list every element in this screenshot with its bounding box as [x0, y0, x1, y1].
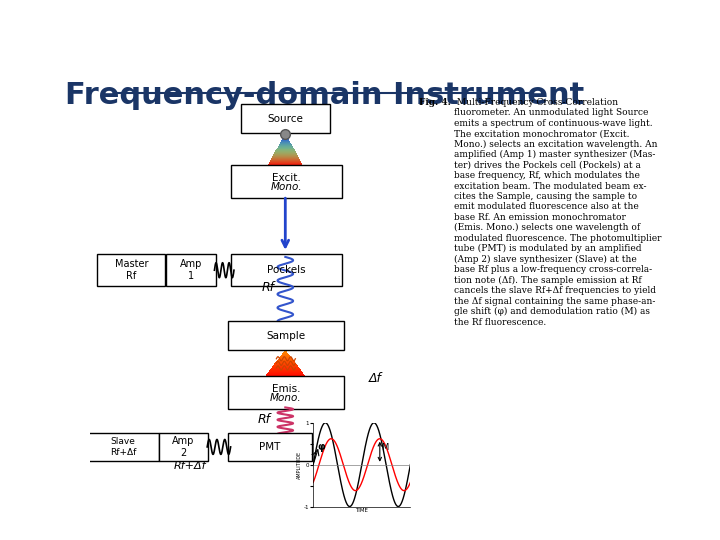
Bar [271, 158, 300, 159]
Bar [279, 145, 292, 146]
Bar [268, 372, 302, 373]
Bar [271, 368, 300, 369]
Text: Mono.: Mono. [271, 182, 302, 192]
Bar [283, 136, 287, 137]
Bar [272, 366, 298, 367]
Bar [266, 375, 305, 376]
FancyBboxPatch shape [231, 254, 342, 286]
Text: Δf: Δf [369, 372, 382, 384]
Bar [277, 360, 293, 361]
Bar [273, 365, 297, 366]
Bar [274, 154, 297, 156]
Bar [274, 363, 296, 364]
Bar [281, 355, 289, 356]
FancyBboxPatch shape [231, 165, 342, 198]
Bar [285, 133, 286, 134]
Text: Slave
Rf+Δf: Slave Rf+Δf [109, 437, 136, 457]
Bar [284, 351, 287, 352]
Bar [276, 361, 294, 362]
Bar [269, 370, 301, 371]
Bar [268, 165, 303, 166]
FancyBboxPatch shape [87, 433, 158, 461]
Text: Emis.: Emis. [271, 384, 300, 394]
Bar [280, 142, 290, 143]
Bar [283, 352, 287, 353]
Bar [282, 138, 289, 139]
Text: Rf: Rf [262, 281, 275, 294]
Bar [283, 137, 288, 138]
Text: Excit.: Excit. [272, 173, 301, 183]
Bar [272, 157, 299, 158]
Y-axis label: AMPLITUDE: AMPLITUDE [297, 450, 302, 479]
Bar [278, 359, 292, 360]
Text: Δf: Δf [312, 447, 323, 457]
FancyBboxPatch shape [228, 433, 312, 461]
Bar [281, 140, 289, 141]
Bar [277, 146, 293, 147]
Bar [274, 364, 297, 365]
Bar [269, 371, 302, 372]
FancyBboxPatch shape [240, 104, 330, 133]
Bar [274, 152, 296, 153]
Bar [282, 354, 289, 355]
Text: Source: Source [267, 114, 303, 124]
Bar [282, 139, 289, 140]
Text: Amp
1: Amp 1 [180, 259, 202, 281]
Bar [271, 159, 300, 160]
Bar [269, 163, 302, 164]
Text: Pockels: Pockels [267, 265, 306, 275]
Bar [280, 356, 290, 357]
Bar [264, 376, 306, 377]
FancyBboxPatch shape [228, 321, 344, 350]
Bar [275, 151, 296, 152]
FancyBboxPatch shape [166, 254, 215, 286]
Bar [284, 350, 286, 351]
Bar [284, 135, 287, 136]
Bar [269, 162, 302, 163]
Bar [279, 144, 292, 145]
Text: Fig. 4.: Fig. 4. [419, 98, 451, 107]
Text: Rf+Δf: Rf+Δf [174, 461, 206, 471]
FancyBboxPatch shape [97, 254, 166, 286]
Bar [270, 369, 300, 370]
FancyBboxPatch shape [228, 376, 344, 409]
Bar [270, 160, 300, 161]
Text: Frequency-domain Instrument: Frequency-domain Instrument [65, 82, 584, 111]
FancyBboxPatch shape [158, 433, 208, 461]
Bar [277, 147, 294, 149]
Bar [270, 161, 301, 162]
Bar [275, 362, 295, 363]
X-axis label: TIME: TIME [356, 508, 368, 513]
Bar [276, 150, 294, 151]
Text: Rf: Rf [258, 413, 271, 426]
Bar [279, 143, 291, 144]
Bar [269, 164, 302, 165]
Text: Sample: Sample [266, 331, 305, 341]
Bar [267, 373, 303, 374]
Text: Multi-Frequency Cross-Correlation
fluorometer. An unmodulated light Source
emits: Multi-Frequency Cross-Correlation fluoro… [454, 98, 661, 327]
Bar [284, 134, 287, 135]
Text: $\bf\varphi$: $\bf\varphi$ [317, 442, 326, 454]
Text: PMT: PMT [259, 442, 280, 452]
Bar [281, 141, 290, 142]
Bar [271, 367, 299, 368]
Bar [272, 156, 298, 157]
Text: Mono.: Mono. [270, 393, 302, 402]
Text: Amp
2: Amp 2 [172, 436, 194, 458]
Bar [276, 148, 294, 150]
Text: Master
Rf: Master Rf [114, 259, 148, 281]
Bar [266, 374, 304, 375]
Bar [282, 353, 288, 354]
Text: M: M [381, 443, 388, 453]
Bar [279, 357, 292, 359]
Bar [274, 153, 297, 154]
